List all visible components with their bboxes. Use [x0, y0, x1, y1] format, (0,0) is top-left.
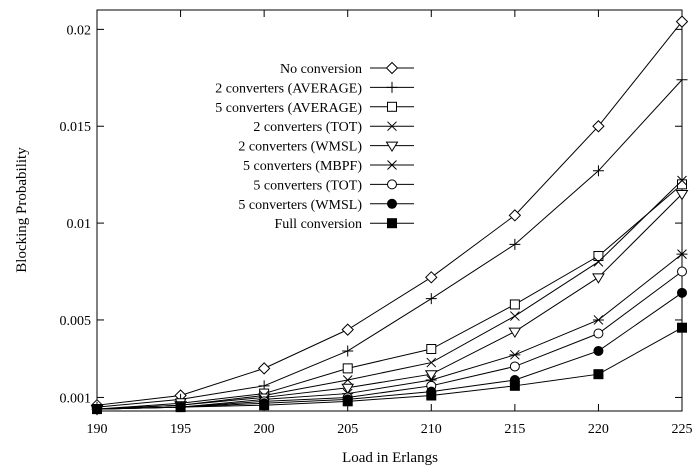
data-point — [509, 238, 521, 250]
legend-entry: 5 converters (AVERAGE) — [215, 101, 414, 116]
plot-frame — [96, 9, 683, 412]
data-point — [508, 327, 522, 339]
legend-label: 5 converters (WMSL) — [238, 198, 362, 213]
legend-marker — [387, 218, 397, 229]
data-point — [677, 175, 687, 186]
legend-marker — [386, 160, 398, 170]
legend-entry: 5 converters (MBPF) — [243, 159, 414, 174]
series-line — [96, 327, 683, 410]
data-point — [675, 15, 689, 28]
legend-marker — [387, 198, 397, 209]
legend-marker — [385, 61, 399, 75]
series-line — [96, 21, 683, 406]
data-point — [257, 362, 271, 375]
data-point — [92, 404, 102, 415]
y-tick-label: 0.001 — [60, 391, 92, 406]
series-line — [96, 79, 683, 408]
data-point — [509, 380, 520, 391]
legend-entry: Full conversion — [275, 217, 414, 232]
y-tick-label: 0.005 — [60, 314, 92, 329]
data-point — [593, 251, 604, 262]
series-9 — [92, 322, 687, 415]
legend-label: 2 converters (AVERAGE) — [215, 81, 362, 96]
x-tick-label: 200 — [254, 422, 275, 437]
x-tick-label: 205 — [337, 422, 358, 437]
data-point — [675, 190, 689, 201]
legend-entry: 2 converters (TOT) — [253, 120, 414, 135]
data-point — [425, 271, 438, 284]
data-point — [508, 209, 522, 222]
data-point — [592, 165, 604, 177]
data-point — [509, 361, 520, 372]
legend-label: 2 converters (TOT) — [253, 120, 362, 135]
series-line — [96, 183, 683, 410]
data-point — [677, 266, 687, 277]
data-point — [341, 383, 355, 395]
legend-entry: 5 converters (TOT) — [253, 178, 414, 193]
data-point — [342, 396, 353, 407]
y-tick-label: 0.015 — [60, 120, 92, 135]
data-point — [426, 344, 437, 355]
data-point — [677, 179, 687, 190]
x-tick-label: 225 — [672, 422, 692, 437]
legend-marker — [387, 179, 397, 190]
x-tick-label: 215 — [504, 422, 525, 437]
y-axis: 0.001 0.005 0.01 0.015 0.02 — [60, 23, 682, 406]
legend-label: 5 converters (AVERAGE) — [215, 101, 362, 116]
data-point — [593, 369, 604, 380]
y-tick-label: 0.01 — [67, 217, 92, 232]
legend-label: 5 converters (MBPF) — [243, 159, 362, 174]
y-tick-label: 0.02 — [67, 23, 92, 38]
legend-label: 2 converters (WMSL) — [238, 140, 362, 155]
series-layer — [90, 15, 689, 416]
x-tick-label: 190 — [87, 422, 108, 437]
legend-marker — [386, 81, 398, 93]
data-point — [509, 349, 521, 360]
data-point — [175, 402, 186, 413]
y-axis-label: Blocking Probability — [14, 147, 30, 273]
x-axis-label: Load in Erlangs — [342, 450, 438, 466]
legend-marker — [387, 121, 397, 132]
legend: No conversion 2 converters (AVERAGE) 5 con… — [215, 61, 414, 232]
data-point — [424, 370, 438, 381]
x-tick-label: 220 — [588, 422, 609, 437]
data-point — [259, 400, 270, 411]
legend-label: No conversion — [280, 62, 362, 77]
x-tick-label: 210 — [421, 422, 442, 437]
legend-entry: No conversion — [280, 61, 414, 77]
legend-entry: 2 converters (AVERAGE) — [215, 81, 414, 96]
data-point — [509, 299, 520, 310]
data-point — [676, 249, 688, 259]
legend-label: Full conversion — [275, 217, 363, 232]
data-point — [426, 390, 437, 401]
series-line — [96, 271, 683, 410]
series-line — [96, 193, 683, 410]
data-point — [342, 345, 354, 357]
legend-marker — [385, 141, 399, 153]
legend-marker — [387, 101, 397, 112]
data-point — [593, 328, 604, 339]
data-point — [593, 345, 604, 356]
legend-label: 5 converters (TOT) — [253, 178, 362, 193]
data-point — [676, 74, 688, 86]
data-point — [677, 322, 687, 333]
data-point — [677, 287, 687, 298]
data-point — [342, 363, 353, 374]
x-axis: 190 195 200 205 210 215 220 225 — [87, 10, 692, 437]
data-point — [593, 256, 604, 267]
data-point — [510, 311, 520, 321]
data-point — [341, 323, 354, 336]
legend-entry: 5 converters (WMSL) — [238, 198, 414, 213]
x-tick-label: 195 — [170, 422, 191, 437]
data-point — [592, 315, 604, 325]
data-point — [426, 357, 437, 368]
data-point — [342, 375, 353, 385]
data-point — [592, 120, 605, 133]
legend-entry: 2 converters (WMSL) — [238, 140, 414, 155]
data-point — [425, 293, 437, 305]
data-point — [592, 273, 605, 284]
